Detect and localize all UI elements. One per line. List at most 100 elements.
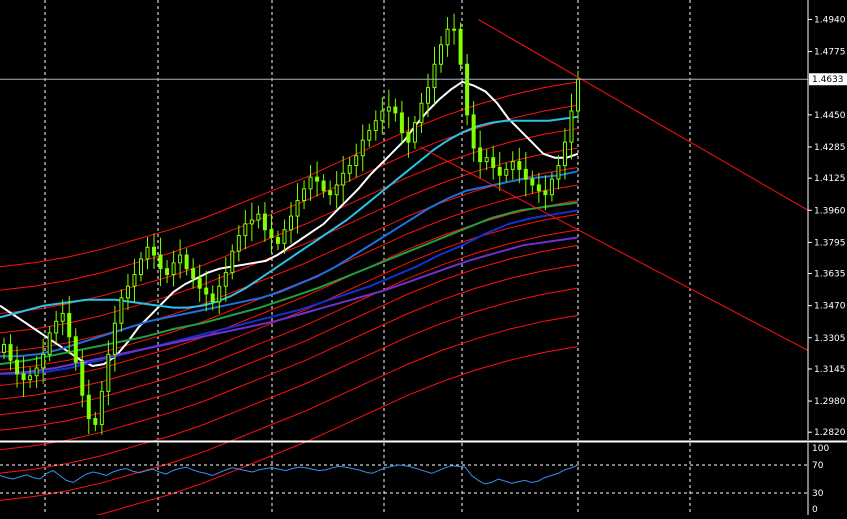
price-tick-label-5: 1.3960 [814, 206, 846, 216]
candle-51 [334, 171, 339, 209]
candle-81 [530, 170, 535, 194]
candle-body [360, 139, 365, 157]
candle-body [569, 110, 574, 143]
candle-body [367, 129, 372, 141]
band-line-8 [0, 229, 579, 416]
candle-33 [217, 274, 222, 314]
price-tick-label-7: 1.3635 [814, 270, 846, 280]
ma-line-navy [0, 209, 579, 375]
candle-body [145, 246, 150, 260]
candle-43 [282, 219, 287, 254]
band-line-10 [0, 264, 579, 451]
candle-body [302, 188, 307, 202]
price-tick-label-1: 1.4775 [814, 48, 846, 58]
candle-body [536, 184, 541, 192]
candle-13 [86, 379, 91, 435]
candle-63 [412, 115, 417, 149]
candle-80 [523, 152, 528, 197]
candle-17 [112, 305, 117, 372]
candle-35 [230, 244, 235, 280]
trendlines [419, 19, 809, 351]
candle-body [184, 254, 189, 270]
candle-body [15, 359, 20, 375]
trendline-0 [478, 19, 809, 211]
candle-58 [380, 97, 385, 135]
candle-36 [236, 225, 241, 262]
price-tick-label-2: 1.4450 [814, 111, 846, 121]
candle-body [158, 254, 163, 270]
candle-48 [315, 161, 320, 197]
candle-body [99, 390, 104, 425]
candle-9 [60, 299, 65, 336]
candle-84 [549, 172, 554, 202]
candle-22 [145, 236, 150, 270]
candle-30 [197, 264, 202, 302]
band-line-12 [0, 314, 579, 501]
candle-body [197, 277, 202, 289]
candle-body [41, 353, 46, 369]
candle-45 [295, 183, 300, 234]
candle-body [497, 166, 502, 176]
ma-line-purple [0, 236, 579, 375]
current-price-marker [809, 73, 847, 86]
candle-body [282, 229, 287, 244]
candle-52 [341, 155, 346, 203]
candle-body [80, 361, 85, 396]
candle-2 [15, 346, 20, 388]
candle-body [47, 332, 52, 355]
band-line-11 [0, 287, 579, 474]
candle-body [556, 164, 561, 180]
ma-line-white [0, 80, 579, 368]
candle-26 [171, 250, 176, 287]
candle-body [171, 262, 176, 276]
band-line-5 [0, 184, 579, 371]
candle-67 [439, 36, 444, 73]
candle-69 [452, 13, 457, 45]
candle-body [458, 28, 463, 65]
candle-20 [132, 258, 137, 302]
candle-73 [478, 130, 483, 179]
ma-line-blue [0, 170, 579, 358]
candle-19 [125, 274, 130, 310]
band-line-1 [0, 104, 579, 291]
candle-body [67, 312, 72, 338]
band-line-9 [0, 244, 579, 431]
price-tick-label-6: 1.3795 [814, 238, 846, 248]
trendline-1 [419, 146, 809, 351]
candle-39 [256, 205, 261, 229]
candle-10 [67, 296, 72, 355]
candle-47 [308, 165, 313, 201]
candle-32 [210, 285, 215, 311]
candle-body [549, 178, 554, 196]
oscillator-panel [0, 464, 808, 494]
candle-body [354, 155, 359, 166]
osc-tick-label-3: 0 [812, 505, 818, 515]
candle-body [341, 172, 346, 186]
candle-16 [106, 340, 111, 406]
candle-body [419, 102, 424, 124]
candle-body [60, 312, 65, 322]
candle-body [478, 147, 483, 163]
candle-body [425, 87, 430, 104]
candle-body [484, 157, 489, 163]
candle-body [373, 120, 378, 131]
candle-82 [536, 172, 541, 203]
candle-body [152, 246, 157, 256]
candle-8 [54, 310, 59, 344]
candle-87 [569, 93, 574, 160]
candle-79 [517, 147, 522, 184]
candle-72 [471, 101, 476, 162]
candle-body [432, 63, 437, 89]
candle-44 [289, 202, 293, 244]
candle-body [112, 322, 117, 355]
candle-74 [484, 149, 489, 171]
candle-body [386, 106, 391, 112]
candle-27 [178, 239, 183, 279]
candle-body [54, 320, 59, 334]
candle-body [347, 164, 352, 174]
candle-body [119, 297, 124, 324]
candle-34 [223, 256, 228, 302]
candle-body [510, 161, 515, 170]
candle-body [308, 176, 313, 190]
